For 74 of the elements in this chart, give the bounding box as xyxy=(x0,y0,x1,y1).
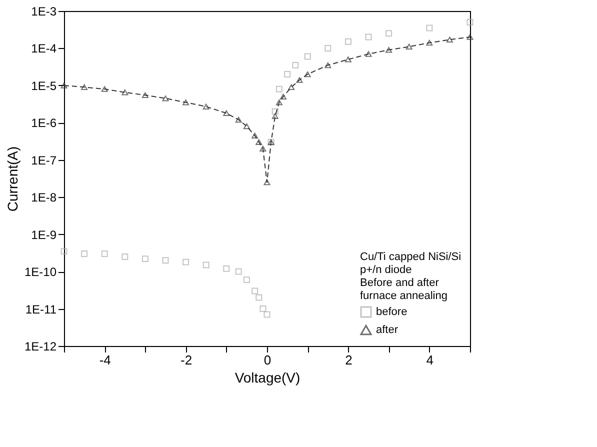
point xyxy=(304,71,311,78)
y-tick-label: 1E-11 xyxy=(25,302,57,316)
point xyxy=(276,86,282,92)
point xyxy=(272,113,278,119)
point xyxy=(252,288,258,294)
x-tick-label: -4 xyxy=(99,352,111,368)
point xyxy=(344,56,352,62)
point xyxy=(101,86,108,92)
point xyxy=(288,84,295,90)
point xyxy=(324,62,332,68)
y-tick-label: 1E-3 xyxy=(31,4,57,18)
point xyxy=(264,179,270,186)
point xyxy=(252,132,258,138)
point xyxy=(60,248,68,255)
point xyxy=(365,34,372,40)
point xyxy=(81,250,88,258)
point xyxy=(243,276,250,284)
point xyxy=(122,90,128,96)
point xyxy=(235,268,242,275)
point xyxy=(296,77,303,83)
point xyxy=(182,100,190,106)
x-tick-label: 2 xyxy=(345,352,352,368)
point xyxy=(256,294,262,301)
point xyxy=(243,123,250,130)
point xyxy=(284,71,291,78)
point xyxy=(426,40,433,46)
point xyxy=(260,306,266,312)
x-tick-label: 4 xyxy=(426,352,434,368)
y-tick-label: 1E-8 xyxy=(31,190,57,205)
x-tick-label: -2 xyxy=(180,352,192,368)
point xyxy=(446,36,453,43)
point xyxy=(324,44,332,52)
point xyxy=(256,139,262,145)
point xyxy=(142,256,148,262)
point xyxy=(202,104,210,110)
point xyxy=(235,116,242,123)
legend-label: after xyxy=(376,324,398,336)
x-axis-title: Voltage(V) xyxy=(234,370,300,386)
y-axis-title: Current(A) xyxy=(4,146,20,212)
point xyxy=(260,146,266,152)
point xyxy=(386,47,392,53)
point xyxy=(162,95,169,102)
point xyxy=(386,30,392,37)
point xyxy=(223,110,230,116)
point xyxy=(466,34,474,40)
point xyxy=(304,53,311,60)
point xyxy=(276,100,282,106)
point xyxy=(426,24,433,32)
y-tick-label: 1E-12 xyxy=(24,340,57,354)
point xyxy=(81,84,88,90)
point xyxy=(406,44,412,50)
point xyxy=(264,311,270,318)
point xyxy=(162,257,169,264)
point xyxy=(280,94,286,100)
point xyxy=(292,62,299,68)
point xyxy=(101,250,108,258)
y-tick-label: 1E-9 xyxy=(31,228,57,242)
x-tick-label: 0 xyxy=(264,352,272,368)
y-tick-label: 1E-7 xyxy=(31,153,57,168)
point xyxy=(365,51,372,57)
point xyxy=(344,38,352,45)
point xyxy=(466,18,474,26)
y-tick-label: 1E-6 xyxy=(31,116,57,130)
point xyxy=(272,108,278,115)
point xyxy=(142,92,148,98)
point xyxy=(182,258,190,266)
legend-label: before xyxy=(376,306,408,318)
y-tick-label: 1E-10 xyxy=(24,265,57,280)
point xyxy=(223,265,230,272)
y-tick-label: 1E-5 xyxy=(31,78,57,93)
point xyxy=(202,262,210,268)
y-tick-label: 1E-4 xyxy=(31,42,57,56)
point xyxy=(122,254,128,260)
point xyxy=(60,82,68,88)
